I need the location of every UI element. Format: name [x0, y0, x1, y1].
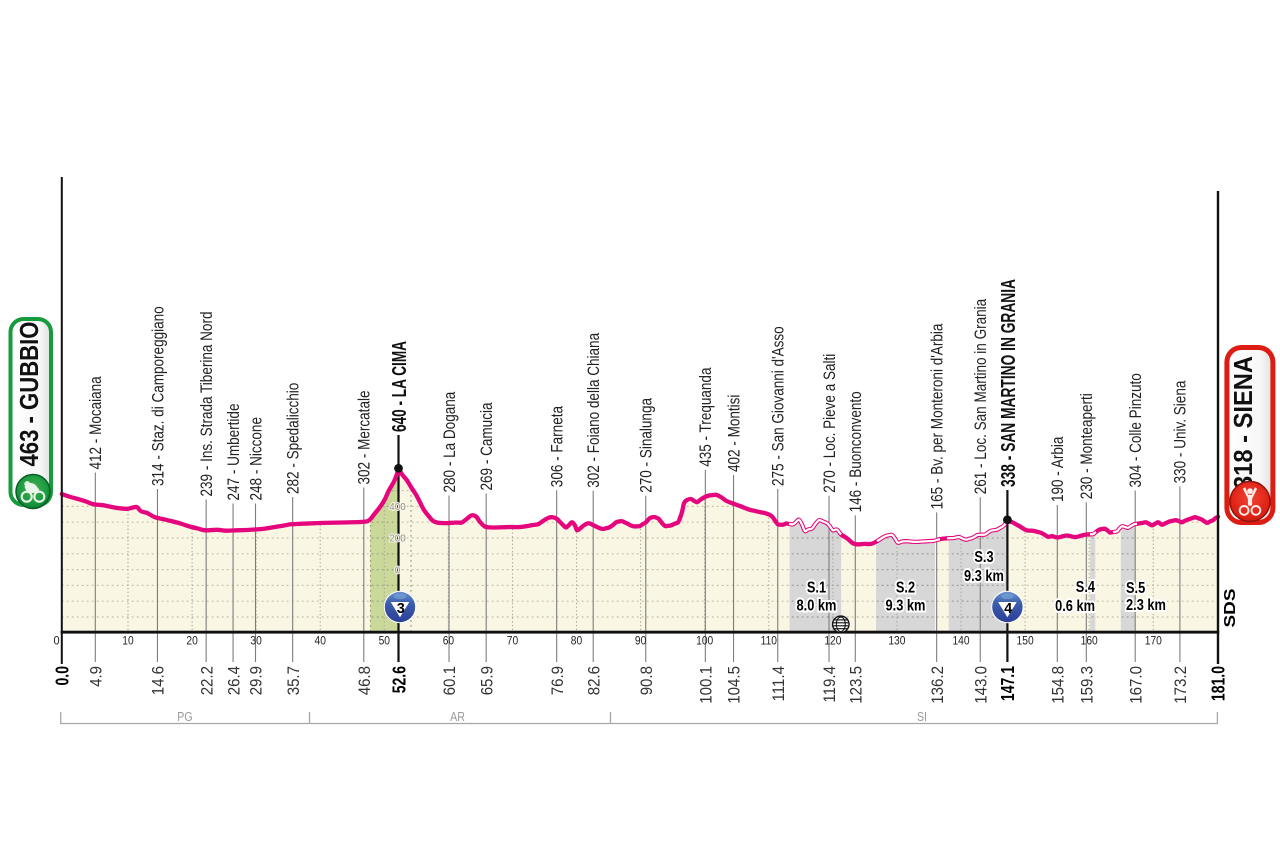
svg-text:165 - Bv. per Monteroni d'Arbi: 165 - Bv. per Monteroni d'Arbia — [929, 324, 947, 510]
svg-text:239 - Ins. Strada Tiberina Nor: 239 - Ins. Strada Tiberina Nord — [198, 312, 216, 497]
svg-text:SDS: SDS — [1222, 589, 1239, 628]
svg-text:20: 20 — [186, 636, 197, 648]
svg-text:302 - Foiano della Chiana: 302 - Foiano della Chiana — [585, 333, 603, 488]
svg-text:0: 0 — [395, 564, 401, 576]
svg-text:159.3: 159.3 — [1079, 666, 1097, 704]
svg-text:8.0 km: 8.0 km — [797, 598, 837, 615]
svg-text:640 - LA CIMA: 640 - LA CIMA — [389, 341, 411, 432]
svg-text:173.2: 173.2 — [1172, 666, 1190, 704]
svg-text:9.3 km: 9.3 km — [964, 568, 1004, 585]
svg-text:50: 50 — [379, 636, 390, 648]
svg-text:200: 200 — [389, 533, 406, 545]
svg-text:190 - Arbia: 190 - Arbia — [1049, 437, 1067, 502]
svg-text:70: 70 — [507, 636, 518, 648]
svg-text:170: 170 — [1145, 636, 1162, 648]
svg-text:S.1: S.1 — [807, 580, 826, 597]
svg-text:230 - Monteaperti: 230 - Monteaperti — [1078, 393, 1096, 499]
svg-text:26.4: 26.4 — [225, 666, 243, 695]
svg-text:S.4: S.4 — [1076, 579, 1095, 596]
svg-text:S.2: S.2 — [896, 580, 915, 597]
svg-text:29.9: 29.9 — [248, 666, 266, 695]
svg-text:90.8: 90.8 — [638, 666, 656, 695]
svg-text:0: 0 — [54, 636, 60, 648]
svg-text:0.6 km: 0.6 km — [1055, 598, 1095, 615]
svg-text:338 - SAN MARTINO IN GRANIA: 338 - SAN MARTINO IN GRANIA — [998, 279, 1020, 487]
svg-text:248 - Niccone: 248 - Niccone — [247, 417, 265, 501]
svg-text:270 - Sinalunga: 270 - Sinalunga — [638, 398, 656, 493]
svg-text:90: 90 — [635, 636, 646, 648]
svg-text:280 - La Dogana: 280 - La Dogana — [441, 392, 459, 493]
svg-text:402 - Montisi: 402 - Montisi — [725, 395, 743, 472]
svg-text:318 - SIENA: 318 - SIENA — [1228, 356, 1258, 489]
svg-text:282 - Spedalicchio: 282 - Spedalicchio — [285, 383, 303, 494]
svg-text:104.5: 104.5 — [726, 666, 744, 704]
svg-text:146 - Buonconvento: 146 - Buonconvento — [847, 391, 865, 512]
svg-text:46.8: 46.8 — [356, 666, 374, 695]
svg-text:119.4: 119.4 — [821, 666, 839, 703]
svg-text:270 - Loc. Pieve a Salti: 270 - Loc. Pieve a Salti — [821, 354, 839, 493]
svg-text:14.6: 14.6 — [150, 666, 168, 695]
svg-text:160: 160 — [1081, 636, 1098, 648]
svg-text:4: 4 — [1004, 601, 1012, 617]
svg-text:181.0: 181.0 — [1209, 666, 1229, 701]
svg-text:AR: AR — [450, 710, 465, 724]
svg-text:S.5: S.5 — [1126, 580, 1145, 597]
svg-text:30: 30 — [250, 636, 261, 648]
svg-text:412 - Mocaiana: 412 - Mocaiana — [87, 376, 105, 469]
svg-text:261 - Loc. San Martino in Gran: 261 - Loc. San Martino in Grania — [972, 299, 990, 495]
svg-text:52.6: 52.6 — [389, 666, 409, 693]
svg-text:35.7: 35.7 — [285, 666, 303, 695]
svg-text:9.3 km: 9.3 km — [886, 598, 926, 615]
svg-text:314 - Staz. di Camporeggiano: 314 - Staz. di Camporeggiano — [149, 306, 167, 486]
svg-text:S.3: S.3 — [974, 549, 993, 566]
svg-text:304 - Colle Pinzuto: 304 - Colle Pinzuto — [1127, 373, 1145, 487]
svg-text:140: 140 — [952, 636, 969, 648]
svg-text:136.2: 136.2 — [929, 666, 947, 704]
svg-text:80: 80 — [571, 636, 582, 648]
svg-text:111.4: 111.4 — [770, 666, 788, 702]
svg-text:100: 100 — [696, 636, 713, 648]
svg-text:100.1: 100.1 — [698, 666, 716, 704]
svg-text:SI: SI — [917, 710, 927, 724]
svg-text:435 - Trequanda: 435 - Trequanda — [697, 368, 715, 467]
svg-text:10: 10 — [122, 636, 133, 648]
svg-text:123.5: 123.5 — [847, 666, 865, 704]
svg-text:4.9: 4.9 — [88, 666, 106, 687]
svg-text:306 - Farneta: 306 - Farneta — [549, 406, 567, 487]
svg-text:2.3 km: 2.3 km — [1126, 597, 1166, 614]
svg-text:463 - GUBBIO: 463 - GUBBIO — [14, 322, 44, 467]
svg-text:154.8: 154.8 — [1050, 666, 1068, 704]
svg-text:120: 120 — [824, 636, 841, 648]
svg-text:302 - Mercatale: 302 - Mercatale — [356, 391, 374, 485]
svg-text:150: 150 — [1017, 636, 1034, 648]
svg-text:147.1: 147.1 — [998, 666, 1018, 701]
svg-text:76.9: 76.9 — [549, 666, 567, 695]
svg-text:3: 3 — [397, 601, 405, 617]
svg-text:60.1: 60.1 — [441, 666, 459, 695]
svg-text:0.0: 0.0 — [53, 666, 73, 686]
svg-text:247 - Umbertide: 247 - Umbertide — [225, 404, 243, 501]
svg-text:143.0: 143.0 — [972, 666, 990, 704]
svg-text:400: 400 — [389, 501, 406, 513]
svg-text:167.0: 167.0 — [1127, 666, 1145, 704]
svg-text:110: 110 — [761, 636, 777, 648]
svg-text:269 - Camucia: 269 - Camucia — [478, 403, 496, 491]
svg-text:275 - San Giovanni d'Asso: 275 - San Giovanni d'Asso — [770, 326, 788, 486]
svg-text:60: 60 — [443, 636, 454, 648]
svg-text:40: 40 — [315, 636, 326, 648]
svg-text:130: 130 — [888, 636, 905, 648]
svg-text:65.9: 65.9 — [478, 666, 496, 695]
svg-text:330 - Univ. Siena: 330 - Univ. Siena — [1172, 381, 1190, 484]
svg-text:22.2: 22.2 — [198, 666, 216, 695]
svg-text:PG: PG — [177, 710, 192, 724]
svg-text:82.6: 82.6 — [585, 666, 603, 695]
